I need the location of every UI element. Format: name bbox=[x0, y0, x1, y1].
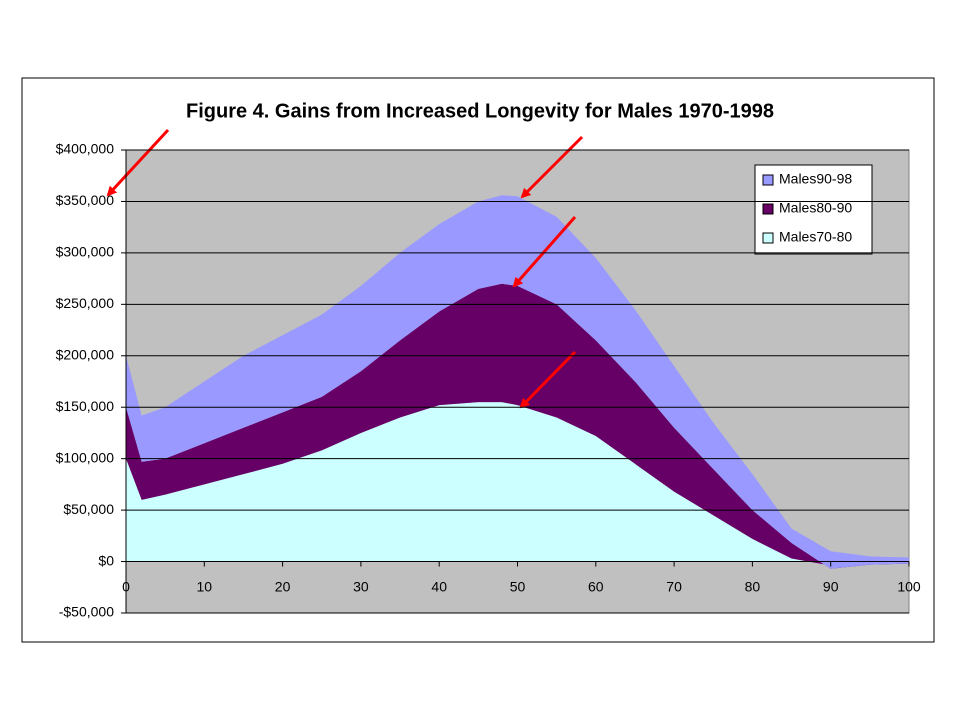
area bbox=[126, 283, 909, 569]
legend-box bbox=[754, 164, 873, 255]
legend-swatch bbox=[762, 232, 774, 244]
y-tick-label: $350,000 bbox=[56, 192, 115, 208]
y-tick-label: $200,000 bbox=[56, 346, 115, 362]
y-tick-label: -$50,000 bbox=[59, 604, 114, 620]
x-tick-label: 10 bbox=[197, 578, 213, 594]
x-tick-label: 60 bbox=[588, 578, 604, 594]
legend: Males90-98 Males80-90 Males70-80 bbox=[754, 164, 873, 255]
x-tick-label: 0 bbox=[122, 578, 130, 594]
legend-label: Males70-80 bbox=[779, 229, 852, 245]
arrow bbox=[106, 128, 170, 197]
y-tick-label: $150,000 bbox=[56, 398, 115, 414]
area bbox=[126, 195, 909, 569]
y-tick-label: $50,000 bbox=[63, 501, 114, 517]
x-tick-label: 70 bbox=[666, 578, 682, 594]
legend-swatch bbox=[762, 203, 774, 215]
legend-swatch bbox=[762, 174, 774, 186]
x-tick-label: 80 bbox=[745, 578, 761, 594]
arrow bbox=[519, 350, 577, 409]
y-tick-label: $400,000 bbox=[56, 141, 115, 157]
area bbox=[126, 402, 909, 566]
x-tick-label: 90 bbox=[823, 578, 839, 594]
y-tick-label: $0 bbox=[98, 552, 114, 568]
chart-title: Figure 4. Gains from Increased Longevity… bbox=[186, 100, 774, 122]
x-tick-label: 100 bbox=[897, 578, 921, 594]
x-tick-label: 20 bbox=[275, 578, 291, 594]
x-tick-label: 30 bbox=[353, 578, 369, 594]
legend-label: Males80-90 bbox=[779, 200, 852, 216]
legend-label: Males90-98 bbox=[779, 171, 852, 187]
y-tick-label: $300,000 bbox=[56, 244, 115, 260]
arrow bbox=[512, 216, 577, 288]
y-tick-label: $100,000 bbox=[56, 449, 115, 465]
annotation-arrows bbox=[106, 128, 584, 409]
x-tick-label: 50 bbox=[510, 578, 526, 594]
arrow bbox=[520, 135, 584, 199]
x-tick-label: 40 bbox=[431, 578, 447, 594]
y-tick-label: $250,000 bbox=[56, 295, 115, 311]
